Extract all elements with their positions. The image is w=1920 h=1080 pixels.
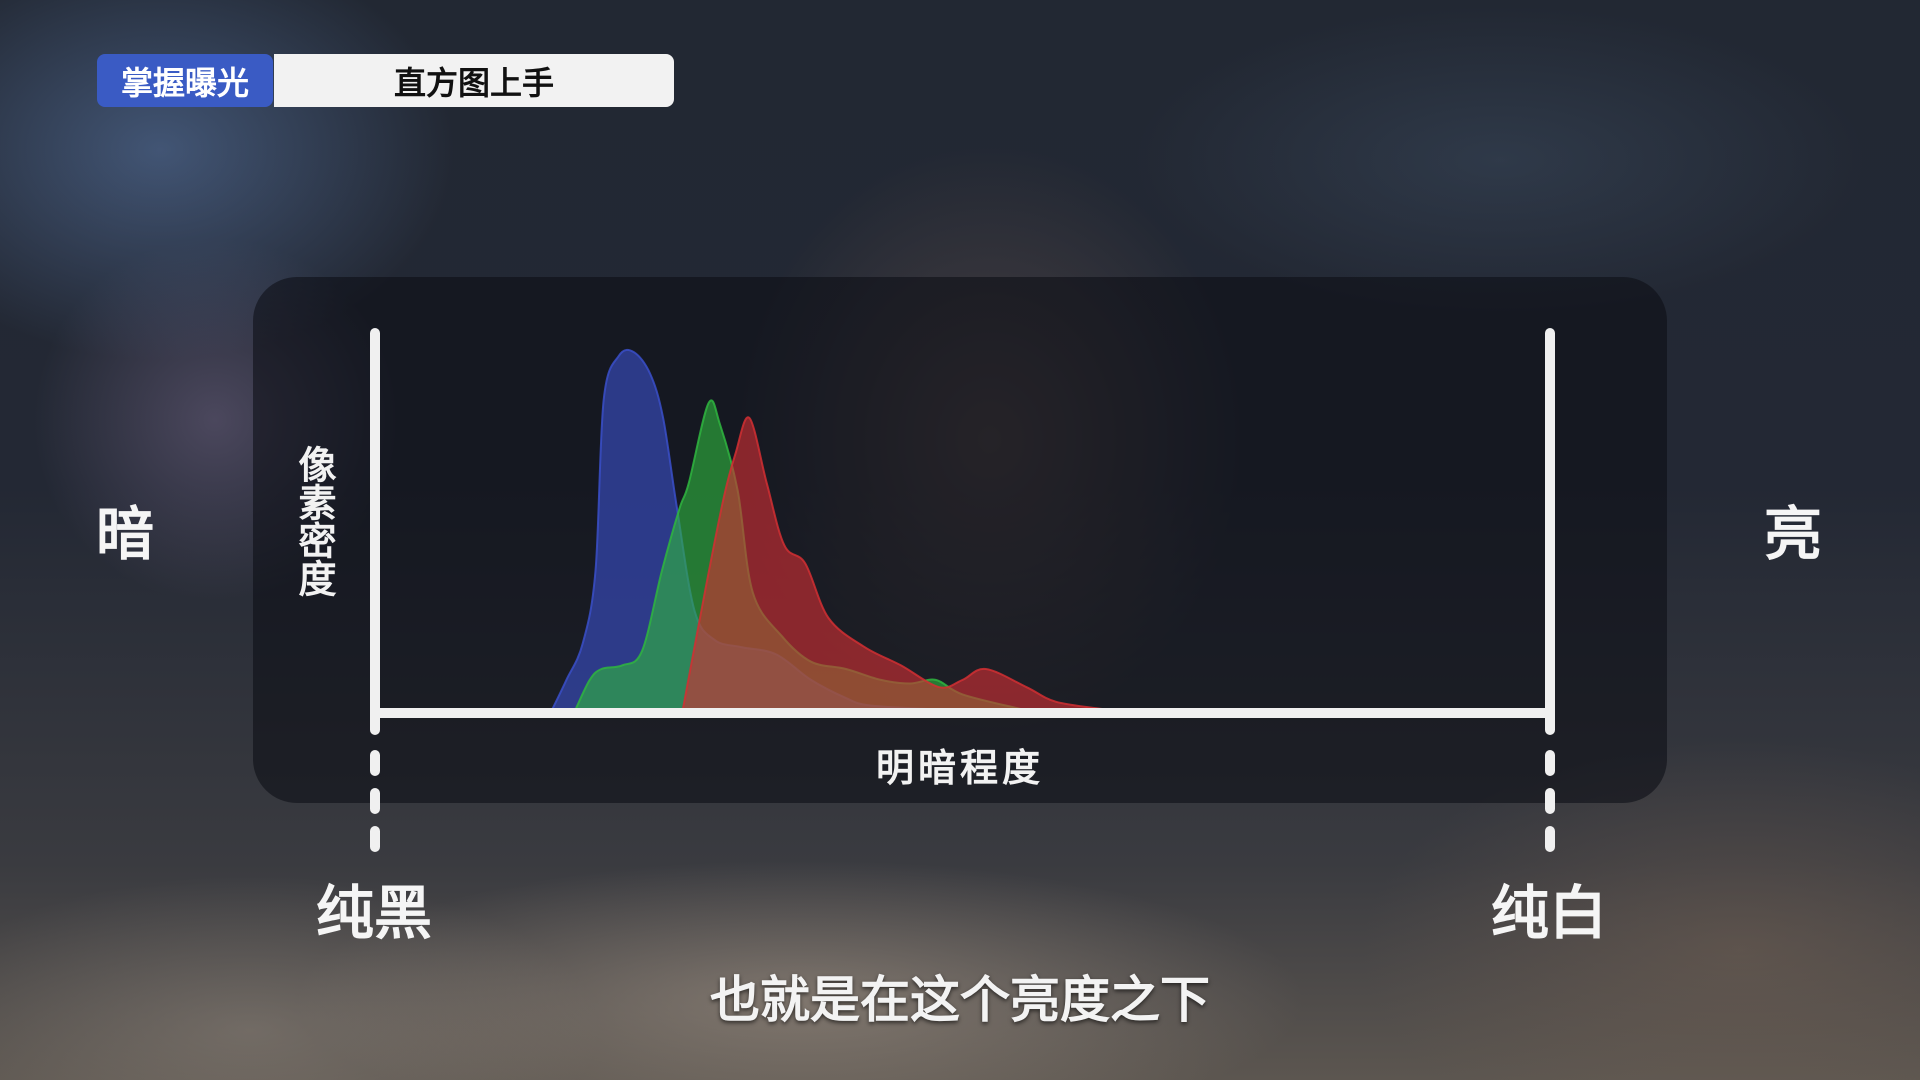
- title-badge: 直方图上手: [274, 54, 674, 107]
- y-axis-label: 像素密度: [292, 445, 336, 597]
- pure-black-label: 纯黑: [316, 879, 433, 947]
- histogram-axes: [370, 328, 1555, 860]
- histogram-series-layer: [550, 348, 1103, 710]
- dark-side-label: 暗: [96, 500, 155, 568]
- subtitle-caption: 也就是在这个亮度之下: [710, 971, 1210, 1029]
- histogram-area-red: [681, 416, 1103, 710]
- category-badge: 掌握曝光: [97, 54, 273, 107]
- pure-white-label: 纯白: [1491, 879, 1608, 947]
- bright-side-label: 亮: [1764, 500, 1823, 568]
- x-axis-label: 明暗程度: [875, 746, 1044, 790]
